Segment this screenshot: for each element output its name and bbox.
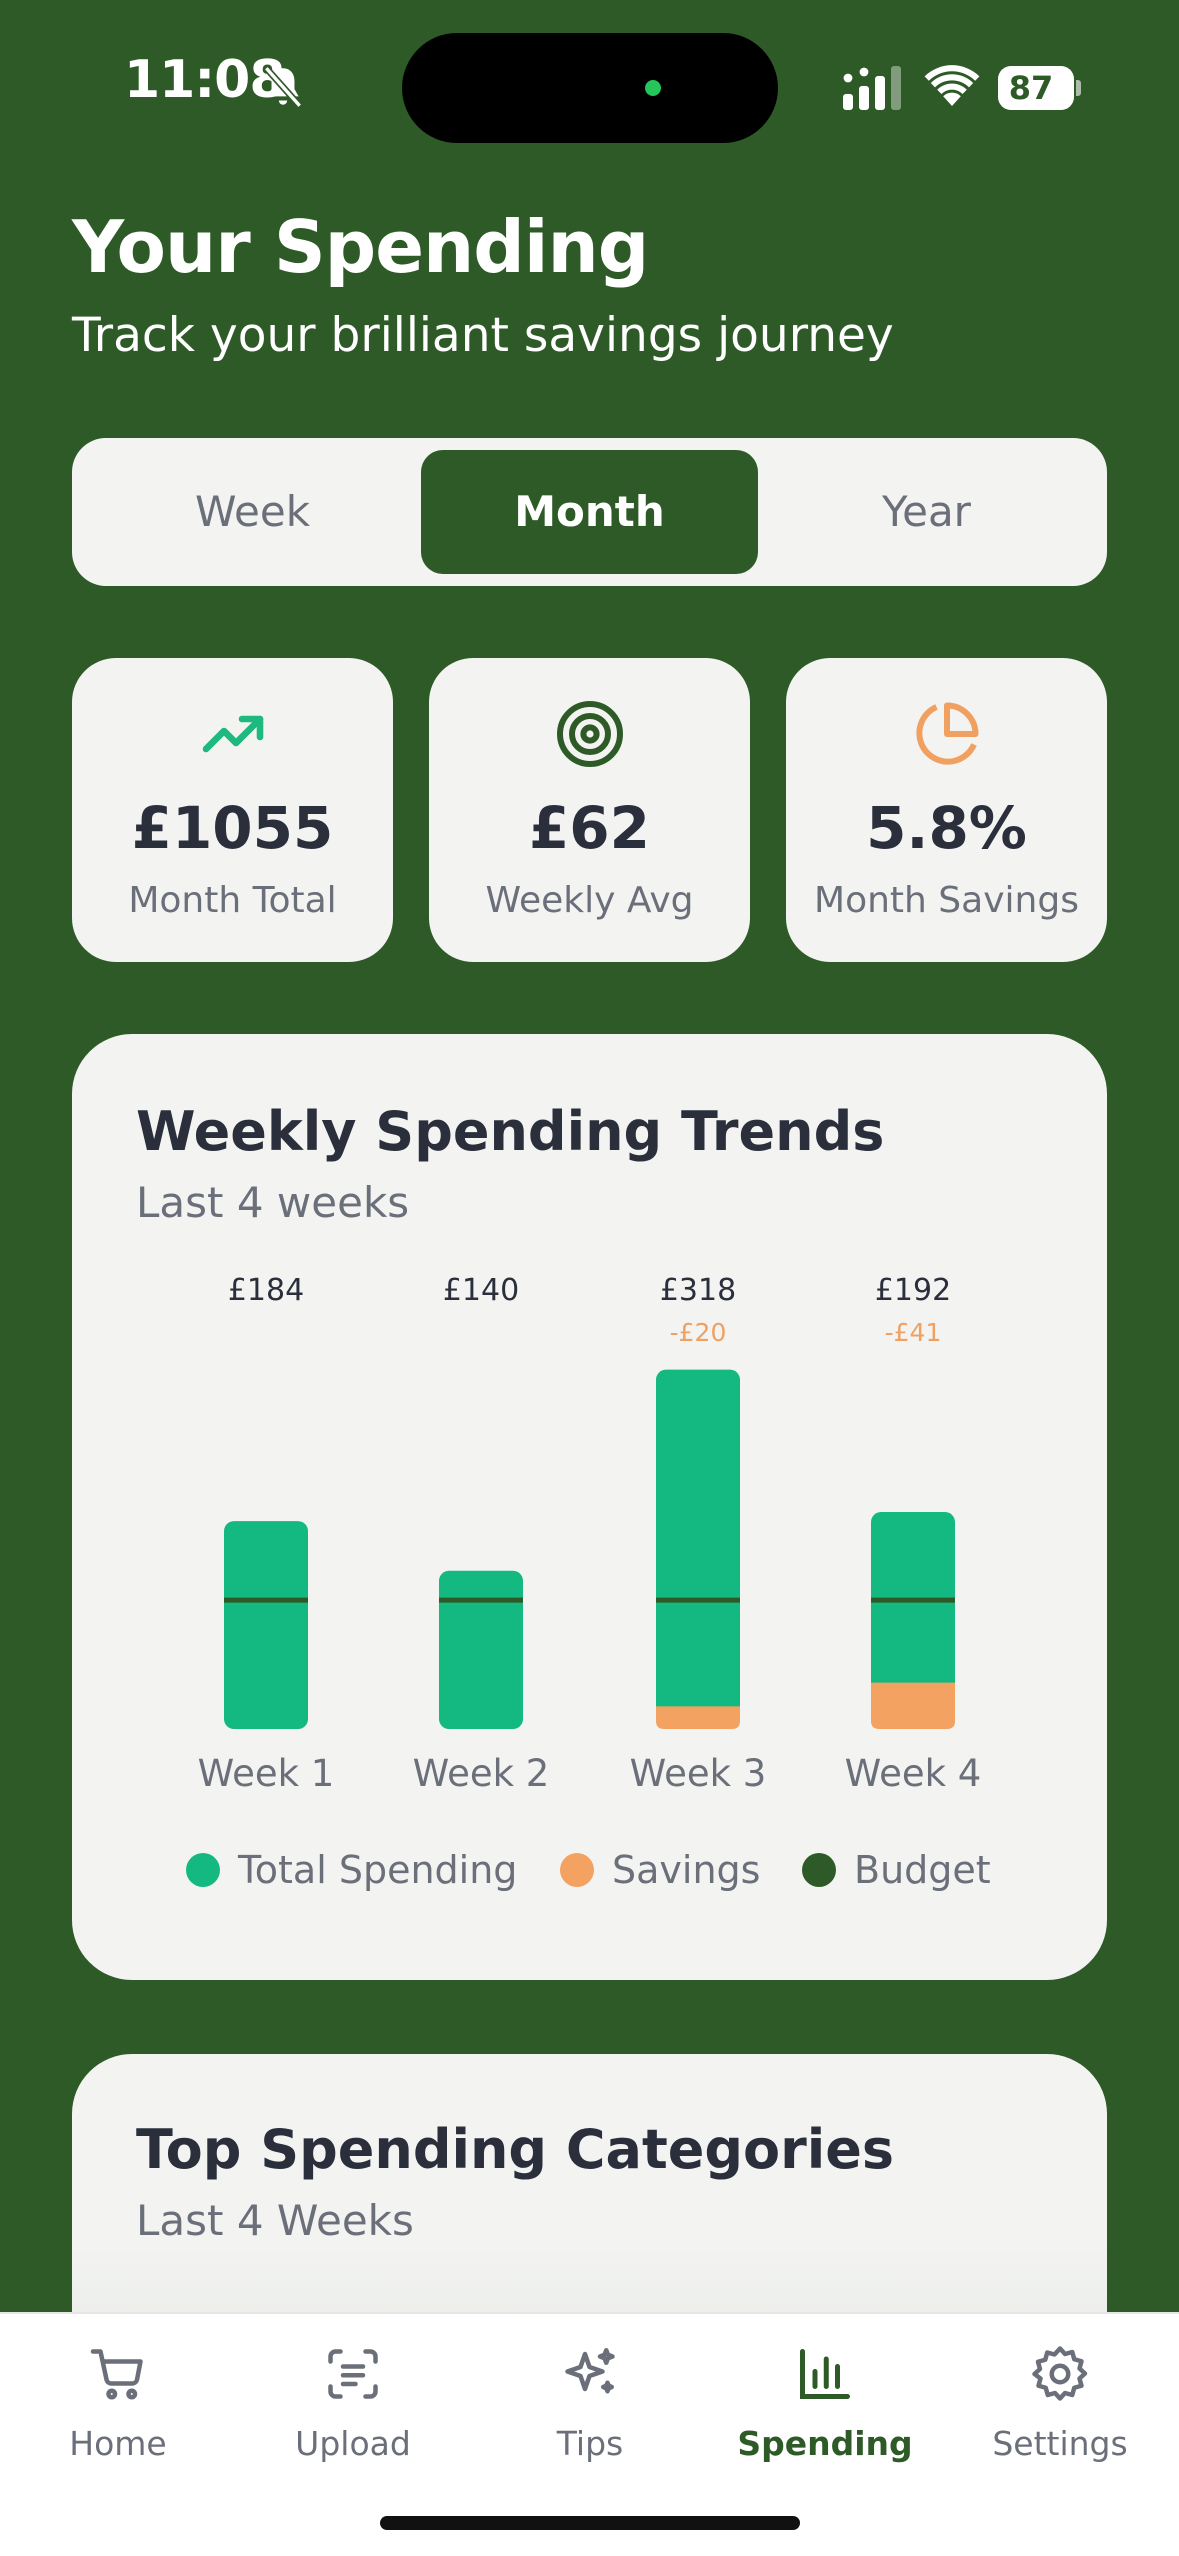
stat-value: £62 bbox=[528, 794, 651, 862]
legend-label: Total Spending bbox=[238, 1848, 518, 1892]
x-axis-label: Week 4 bbox=[845, 1752, 982, 1795]
tab-week[interactable]: Week bbox=[194, 487, 311, 536]
tab-label: Settings bbox=[992, 2424, 1128, 2463]
bottom-tab-bar: Home Upload Tips Spending Settings bbox=[0, 2312, 1179, 2556]
cellular-signal-icon bbox=[843, 66, 901, 110]
stat-label: Weekly Avg bbox=[485, 880, 694, 921]
stat-label: Month Savings bbox=[814, 880, 1079, 921]
dynamic-island bbox=[402, 33, 778, 143]
stat-label: Month Total bbox=[128, 880, 337, 921]
cart-icon bbox=[90, 2349, 143, 2400]
battery-level: 87 bbox=[1008, 69, 1054, 107]
categories-title: Top Spending Categories bbox=[136, 2118, 895, 2181]
total-spending-bar bbox=[656, 1369, 740, 1729]
status-time: 11:08 bbox=[124, 50, 286, 110]
tab-home[interactable]: Home bbox=[18, 2344, 218, 2474]
page-subtitle: Track your brilliant savings journey bbox=[72, 308, 894, 363]
tab-label: Spending bbox=[737, 2424, 913, 2463]
weekly-trends-card: Weekly Spending Trends Last 4 weeks £184… bbox=[72, 1034, 1107, 1980]
tab-settings[interactable]: Settings bbox=[960, 2344, 1160, 2474]
legend-label: Savings bbox=[612, 1848, 761, 1892]
wifi-icon bbox=[924, 65, 980, 106]
bell-muted-icon bbox=[263, 66, 303, 108]
x-axis-label: Week 1 bbox=[198, 1752, 335, 1795]
total-spending-bar bbox=[224, 1521, 308, 1729]
bar-value-label: £318 bbox=[660, 1273, 736, 1308]
trending-up-icon bbox=[202, 715, 264, 753]
battery-indicator: 87 bbox=[998, 66, 1081, 110]
sparkles-icon bbox=[565, 2348, 615, 2394]
total-spending-bar bbox=[439, 1570, 523, 1729]
savings-bar bbox=[656, 1706, 740, 1729]
stat-value: £1055 bbox=[131, 794, 334, 862]
trends-subtitle: Last 4 weeks bbox=[136, 1178, 410, 1227]
x-axis-label: Week 2 bbox=[413, 1752, 550, 1795]
stat-card-month-total: £1055 Month Total bbox=[72, 658, 393, 962]
period-segmented-control: Week Month Year bbox=[72, 438, 1107, 586]
tab-spending[interactable]: Spending bbox=[725, 2344, 925, 2474]
tab-month[interactable]: Month bbox=[421, 450, 758, 574]
tab-tips[interactable]: Tips bbox=[490, 2344, 690, 2474]
total-spending-bar bbox=[871, 1512, 955, 1729]
tab-label: Home bbox=[69, 2424, 167, 2463]
status-bar: 11:08 87 bbox=[0, 0, 1179, 170]
tab-upload[interactable]: Upload bbox=[253, 2344, 453, 2474]
trends-title: Weekly Spending Trends bbox=[136, 1100, 885, 1163]
tab-year[interactable]: Year bbox=[882, 487, 971, 536]
camera-indicator bbox=[645, 80, 661, 96]
categories-subtitle: Last 4 Weeks bbox=[136, 2196, 414, 2245]
page-title: Your Spending bbox=[72, 205, 649, 289]
bar-value-label: £184 bbox=[228, 1273, 304, 1308]
weekly-spending-chart: £184 Week 1 £140 Week 2 £318 -£20 Week 3 £192 -£… bbox=[198, 1273, 982, 1795]
stat-value: 5.8% bbox=[866, 794, 1027, 862]
legend-label: Budget bbox=[854, 1848, 991, 1892]
savings-bar bbox=[871, 1682, 955, 1729]
savings-value-label: -£20 bbox=[670, 1318, 727, 1347]
tab-label: Tips bbox=[556, 2424, 624, 2463]
bar-value-label: £192 bbox=[875, 1273, 951, 1308]
home-indicator bbox=[380, 2516, 800, 2530]
pie-chart-icon bbox=[916, 702, 979, 765]
x-axis-label: Week 3 bbox=[630, 1752, 767, 1795]
chart-legend: Total Spending Savings Budget bbox=[72, 1846, 1107, 1894]
stat-card-weekly-avg: £62 Weekly Avg bbox=[429, 658, 750, 962]
bar-chart-icon bbox=[800, 2349, 850, 2399]
savings-value-label: -£41 bbox=[885, 1318, 942, 1347]
tab-label: Upload bbox=[295, 2424, 411, 2463]
gear-icon bbox=[1032, 2346, 1088, 2401]
target-icon bbox=[557, 701, 623, 767]
bar-value-label: £140 bbox=[443, 1273, 519, 1308]
document-scan-icon bbox=[328, 2349, 378, 2399]
stat-card-month-savings: 5.8% Month Savings bbox=[786, 658, 1107, 962]
